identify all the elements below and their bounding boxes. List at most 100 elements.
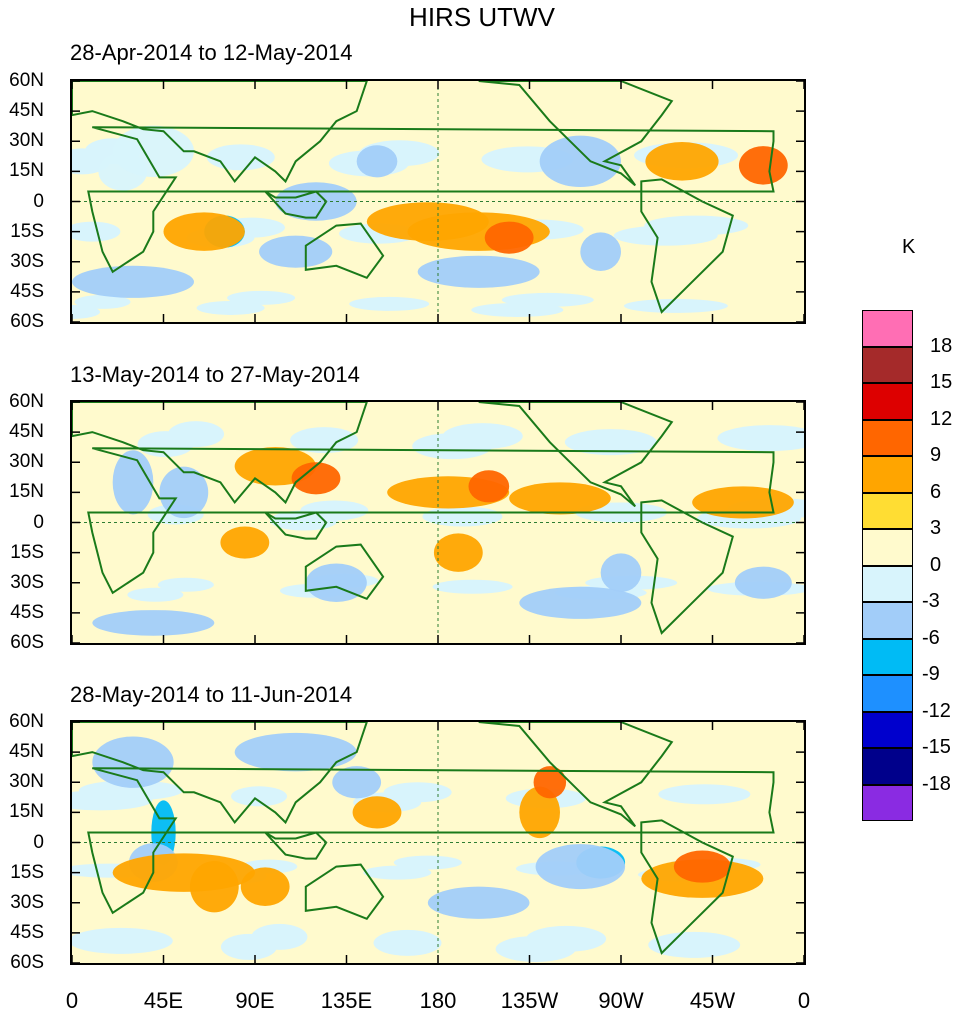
panel-3-map: [70, 720, 806, 965]
anomaly-blob: [580, 232, 621, 271]
anomaly-blob: [717, 425, 804, 452]
y-tick-label: 30N: [9, 451, 44, 473]
anomaly-blob: [231, 786, 288, 807]
panel-2-field: [72, 402, 804, 643]
anomaly-blob: [234, 732, 357, 772]
colorbar-swatch: [862, 529, 913, 566]
y-tick-label: 30S: [10, 571, 44, 593]
anomaly-blob: [484, 221, 534, 254]
anomaly-blob: [623, 298, 728, 313]
anomaly-blob: [220, 526, 270, 559]
y-tick-label: 45N: [9, 100, 44, 122]
anomaly-blob: [78, 780, 183, 801]
coastline: [87, 447, 775, 595]
colorbar-label: 12: [930, 407, 953, 430]
colorbar-swatch: [862, 310, 913, 347]
anomaly-blob: [163, 212, 245, 251]
anomaly-blob: [509, 482, 611, 515]
coastline: [304, 222, 385, 280]
anomaly-blob: [290, 427, 359, 454]
anomaly-blob: [734, 566, 792, 599]
figure-title: HIRS UTWV: [409, 2, 555, 32]
colorbar-swatch: [862, 419, 913, 456]
colorbar-label: 3: [930, 517, 942, 539]
anomaly-blob: [72, 265, 194, 298]
anomaly-blob: [501, 292, 594, 307]
colorbar-swatch: [862, 383, 913, 420]
colorbar-label: -3: [922, 590, 940, 612]
colorbar-label: 18: [930, 334, 953, 357]
coastline: [72, 81, 368, 184]
colorbar-label: -12: [922, 699, 951, 722]
y-tick-label: 15S: [10, 861, 44, 883]
y-tick-label: 30N: [9, 771, 44, 793]
anomaly-blob: [332, 766, 382, 799]
colorbar-label: 0: [930, 553, 942, 576]
x-tick-label: 135W: [500, 988, 559, 1013]
x-tick-label: 0: [797, 988, 811, 1013]
panel-1-field: [72, 81, 804, 322]
colorbar-swatch: [862, 638, 913, 675]
coastline: [304, 863, 385, 921]
panel-1-title: 28-Apr-2014 to 12-May-2014: [70, 40, 353, 65]
anomaly-blob: [251, 923, 308, 950]
anomaly-blob: [74, 294, 131, 309]
x-tick-label: 135E: [320, 988, 373, 1013]
anomaly-blob: [600, 553, 642, 592]
anomaly-blob: [738, 146, 788, 185]
anomaly-blob: [658, 784, 751, 805]
colorbar-swatch: [862, 492, 913, 529]
y-tick-label: 15S: [10, 541, 44, 563]
anomaly-blob: [363, 865, 432, 880]
colorbar-swatch: [862, 565, 913, 602]
anomaly-blob: [433, 533, 483, 572]
colorbar-swatch: [862, 602, 913, 639]
anomaly-blob: [393, 855, 462, 870]
y-tick-label: 0: [33, 511, 44, 533]
anomaly-blob: [227, 290, 296, 305]
anomaly-blob: [645, 142, 719, 181]
y-tick-label: 60S: [10, 952, 44, 973]
anomaly-blob: [442, 423, 523, 450]
coastline: [87, 767, 775, 915]
anomaly-blob: [526, 925, 607, 952]
anomaly-blob: [72, 221, 121, 242]
colorbar-label: -9: [922, 663, 940, 685]
anomaly-blob: [300, 500, 369, 521]
panel-1-map: [70, 79, 806, 324]
anomaly-blob: [533, 766, 567, 799]
anomaly-blob: [92, 610, 215, 636]
y-tick-label: 45N: [9, 421, 44, 443]
y-tick-label: 60N: [9, 70, 44, 91]
x-tick-label: 180: [419, 988, 457, 1013]
coastline: [72, 402, 368, 505]
colorbar-label: 15: [930, 371, 953, 393]
anomaly-blob: [349, 296, 430, 311]
coastline: [478, 722, 674, 828]
colorbar-unit: K: [902, 236, 916, 258]
y-tick-label: 60S: [10, 311, 44, 332]
colorbar-label: -18: [922, 772, 951, 795]
coastline: [304, 543, 385, 601]
colorbar-swatch: [862, 675, 913, 712]
anomaly-blob: [519, 786, 560, 839]
anomaly-blob: [112, 125, 194, 177]
y-tick-label: 60S: [10, 632, 44, 653]
y-tick-label: 15N: [9, 481, 44, 503]
anomaly-blob: [519, 586, 642, 619]
panel-2-title: 13-May-2014 to 27-May-2014: [70, 362, 360, 387]
anomaly-blob: [539, 135, 621, 188]
colorbar-swatch: [862, 784, 913, 821]
y-tick-label: 45N: [9, 741, 44, 763]
anomaly-blob: [427, 886, 530, 919]
colorbar-swatch: [862, 748, 913, 785]
y-tick-label: 45S: [10, 601, 44, 623]
anomaly-blob: [422, 506, 503, 527]
colorbar-label: -6: [922, 626, 940, 649]
anomaly-blob: [383, 782, 452, 803]
anomaly-blob: [206, 144, 275, 171]
colorbar-label: 6: [930, 480, 942, 503]
anomaly-blob: [417, 255, 540, 288]
anomaly-blob: [112, 853, 255, 892]
y-tick-label: 45S: [10, 921, 44, 943]
